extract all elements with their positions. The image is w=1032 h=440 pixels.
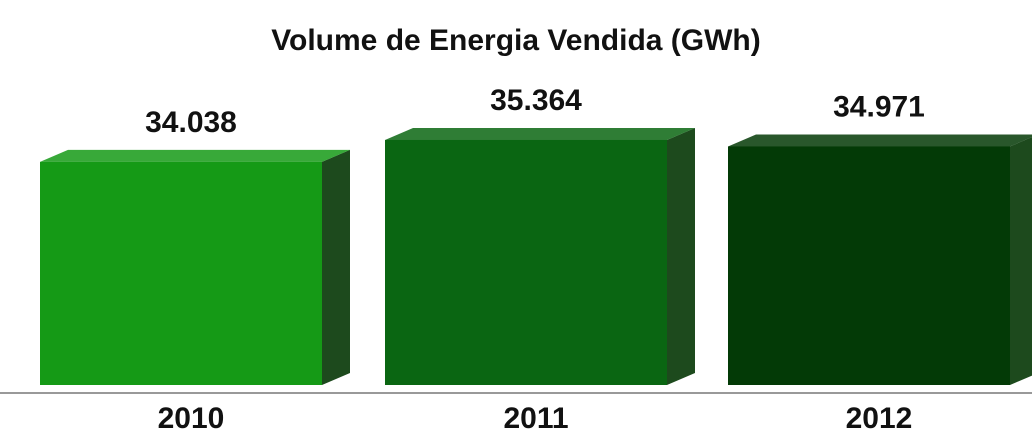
bar-side [667, 127, 695, 386]
value-label: 35.364 [490, 84, 582, 117]
bar-top [728, 134, 1032, 147]
x-tick-label: 2012 [846, 402, 913, 435]
x-tick-label: 2011 [503, 402, 568, 435]
bar [385, 139, 667, 385]
value-label: 34.038 [145, 106, 237, 139]
bar-side [322, 149, 350, 385]
bar-top [385, 127, 695, 140]
bar [40, 161, 322, 385]
bar-side [1010, 137, 1032, 385]
bar-top [40, 149, 350, 162]
x-tick-label: 2010 [158, 402, 225, 435]
chart-title: Volume de Energia Vendida (GWh) [271, 24, 761, 57]
value-label: 34.971 [833, 90, 925, 123]
bar [728, 146, 1010, 385]
